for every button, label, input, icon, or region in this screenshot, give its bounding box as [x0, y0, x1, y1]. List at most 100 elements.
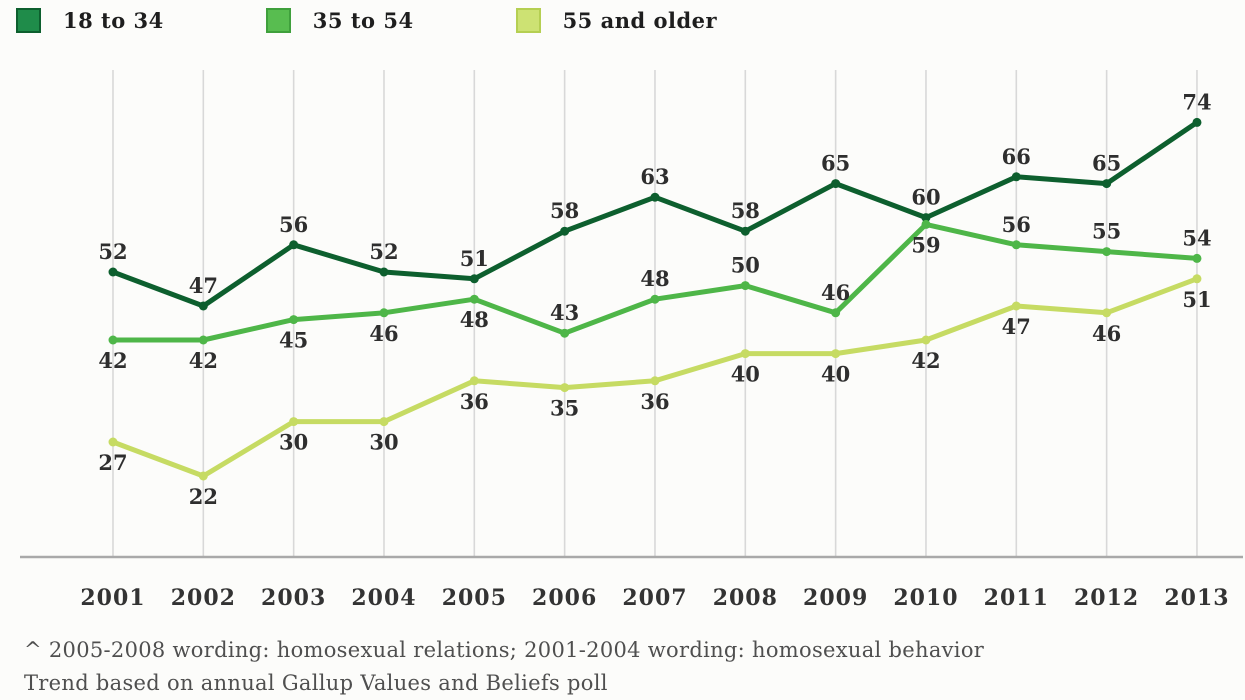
point-label-18-to-34-2009: 65 — [821, 151, 850, 176]
legend-item-35-54: 35 to 54 — [265, 8, 414, 33]
point-18-to-34-2007 — [650, 192, 660, 202]
point-18-to-34-2004 — [379, 267, 389, 277]
year-label-2002: 2002 — [171, 585, 236, 611]
year-label-2005: 2005 — [442, 585, 507, 611]
point-label-35-to-54-2003: 45 — [279, 328, 308, 353]
point-55-and-older-2005 — [469, 376, 479, 386]
point-label-18-to-34-2005: 51 — [460, 246, 489, 271]
point-35-to-54-2009 — [831, 308, 841, 318]
point-label-35-to-54-2007: 48 — [640, 266, 669, 291]
point-35-to-54-2002 — [198, 335, 208, 345]
point-35-to-54-2005 — [469, 294, 479, 304]
year-label-2001: 2001 — [80, 585, 145, 611]
point-label-55-and-older-2008: 40 — [731, 362, 760, 387]
point-label-55-and-older-2013: 51 — [1182, 287, 1211, 312]
point-35-to-54-2003 — [289, 315, 299, 325]
point-label-18-to-34-2012: 65 — [1092, 151, 1121, 176]
point-18-to-34-2010 — [921, 213, 931, 223]
point-label-55-and-older-2012: 46 — [1092, 321, 1121, 346]
footnote-trend-source: Trend based on annual Gallup Values and … — [24, 671, 608, 695]
point-label-35-to-54-2012: 55 — [1092, 219, 1121, 244]
point-18-to-34-2005 — [469, 274, 479, 284]
point-label-18-to-34-2002: 47 — [189, 273, 218, 298]
point-label-35-to-54-2002: 42 — [189, 348, 218, 373]
point-18-to-34-2002 — [198, 301, 208, 311]
point-label-35-to-54-2013: 54 — [1182, 225, 1211, 250]
legend-label-55-older: 55 and older — [562, 8, 718, 33]
legend-item-55-older: 55 and older — [515, 8, 718, 33]
point-18-to-34-2012 — [1102, 179, 1112, 189]
point-35-to-54-2011 — [1011, 240, 1021, 250]
year-label-2009: 2009 — [803, 585, 868, 611]
point-55-and-older-2013 — [1192, 274, 1202, 284]
point-55-and-older-2011 — [1011, 301, 1021, 311]
point-18-to-34-2001 — [108, 267, 118, 277]
point-35-to-54-2012 — [1102, 247, 1112, 257]
footnotes: ^ 2005-2008 wording: homosexual relation… — [24, 638, 1224, 700]
line-chart: 52 47 56 52 51 58 63 58 65 60 66 65 74 42 42 45 46 48 43 48… — [20, 70, 1243, 611]
footnote-wording: ^ 2005-2008 wording: homosexual relation… — [24, 638, 985, 662]
point-18-to-34-2003 — [289, 240, 299, 250]
point-label-18-to-34-2008: 58 — [731, 198, 760, 223]
point-label-35-to-54-2011: 56 — [1002, 212, 1031, 237]
legend-item-18-34: 18 to 34 — [16, 8, 164, 33]
point-35-to-54-2004 — [379, 308, 389, 318]
point-label-55-and-older-2002: 22 — [189, 484, 218, 509]
point-label-55-and-older-2005: 36 — [460, 389, 489, 414]
year-label-2006: 2006 — [532, 585, 597, 611]
point-35-to-54-2006 — [560, 328, 570, 338]
point-18-to-34-2006 — [560, 226, 570, 236]
legend-label-35-54: 35 to 54 — [312, 8, 414, 33]
year-label-2004: 2004 — [351, 585, 416, 611]
point-18-to-34-2013 — [1192, 117, 1202, 127]
year-label-2012: 2012 — [1074, 585, 1139, 611]
point-label-35-to-54-2009: 46 — [821, 280, 850, 305]
point-label-55-and-older-2007: 36 — [640, 389, 669, 414]
point-35-to-54-2008 — [740, 281, 750, 291]
point-label-35-to-54-2008: 50 — [731, 253, 760, 278]
point-label-35-to-54-2010: 59 — [911, 232, 940, 257]
point-label-18-to-34-2004: 52 — [369, 239, 398, 264]
point-18-to-34-2011 — [1011, 172, 1021, 182]
year-label-2008: 2008 — [713, 585, 778, 611]
point-label-18-to-34-2013: 74 — [1182, 89, 1211, 114]
point-55-and-older-2003 — [289, 417, 299, 427]
data-point-labels: 52 47 56 52 51 58 63 58 65 60 66 65 74 42 42 45 46 48 43 48… — [98, 89, 1211, 509]
point-35-to-54-2007 — [650, 294, 660, 304]
legend-swatch-55-older-icon — [515, 8, 541, 33]
point-label-18-to-34-2001: 52 — [98, 239, 127, 264]
point-label-18-to-34-2006: 58 — [550, 198, 579, 223]
vertical-gridlines — [112, 70, 1198, 557]
point-18-to-34-2009 — [831, 179, 841, 189]
point-55-and-older-2006 — [560, 383, 570, 393]
point-label-35-to-54-2001: 42 — [98, 348, 127, 373]
year-label-2011: 2011 — [984, 585, 1049, 611]
point-55-and-older-2002 — [198, 471, 208, 481]
year-label-2007: 2007 — [622, 585, 687, 611]
point-55-and-older-2004 — [379, 417, 389, 427]
point-label-35-to-54-2006: 43 — [550, 300, 579, 325]
chart-legend: 18 to 34 35 to 54 55 and older — [16, 8, 717, 33]
year-label-2010: 2010 — [893, 585, 958, 611]
point-35-to-54-2001 — [108, 335, 118, 345]
x-axis-tick-labels: 2001 2002 2003 2004 2005 2006 2007 2008 2009 2010… — [80, 585, 1228, 611]
legend-swatch-18-34-icon — [16, 8, 41, 33]
point-label-18-to-34-2007: 63 — [640, 164, 669, 189]
point-label-55-and-older-2004: 30 — [369, 430, 398, 455]
point-55-and-older-2001 — [108, 437, 118, 447]
point-label-55-and-older-2010: 42 — [911, 348, 940, 373]
point-35-to-54-2013 — [1192, 253, 1202, 263]
point-label-35-to-54-2005: 48 — [460, 307, 489, 332]
legend-swatch-35-54-icon — [265, 8, 291, 33]
point-55-and-older-2012 — [1102, 308, 1112, 318]
point-55-and-older-2010 — [921, 335, 931, 345]
legend-label-18-34: 18 to 34 — [63, 8, 164, 33]
point-55-and-older-2009 — [831, 349, 841, 359]
point-35-to-54-2010 — [921, 219, 931, 229]
point-label-55-and-older-2001: 27 — [98, 450, 127, 475]
point-label-18-to-34-2003: 56 — [279, 212, 308, 237]
point-18-to-34-2008 — [740, 226, 750, 236]
point-label-18-to-34-2010: 60 — [911, 185, 940, 210]
point-label-55-and-older-2011: 47 — [1002, 314, 1031, 339]
